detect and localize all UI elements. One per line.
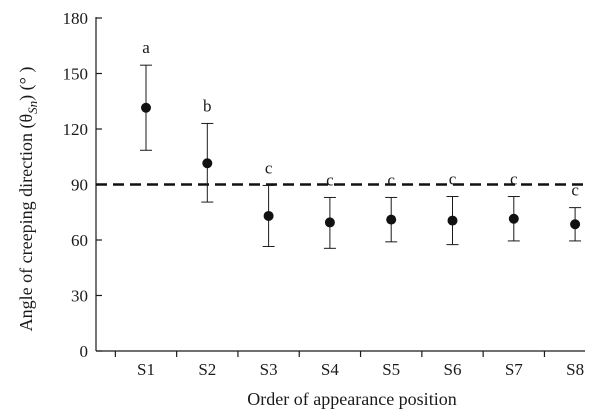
y-axis-title-subscript: Sn xyxy=(25,101,40,114)
x-tick-label: S1 xyxy=(137,360,155,379)
data-point xyxy=(508,213,519,224)
x-tick-label: S6 xyxy=(444,360,462,379)
y-tick-label: 90 xyxy=(71,176,88,195)
significance-label: c xyxy=(510,170,518,189)
x-ticks: S1 S2 S3 S4 S5 S6 S7 S8 xyxy=(114,351,584,379)
x-tick-label: S7 xyxy=(505,360,523,379)
data-point xyxy=(202,158,213,169)
data-point xyxy=(141,102,151,113)
data-point xyxy=(447,215,458,226)
data-point xyxy=(570,219,581,230)
significance-labels: a b c c c c c c xyxy=(142,38,579,199)
x-tick-label: S8 xyxy=(566,360,584,379)
data-point xyxy=(263,210,274,221)
x-axis-title: Order of appearance position xyxy=(247,389,456,409)
y-tick-label: 180 xyxy=(63,9,89,28)
significance-label: c xyxy=(449,170,457,189)
y-tick-label: 30 xyxy=(71,287,88,306)
y-axis-title-main: Angle of creeping direction (θ xyxy=(16,114,37,332)
y-tick-label: 0 xyxy=(80,342,89,361)
y-axis-title: Angle of creeping direction (θSn) (° ) xyxy=(16,67,40,332)
significance-label: a xyxy=(142,38,150,57)
y-ticks: 0 30 60 90 120 150 180 xyxy=(63,9,102,361)
y-tick-label: 150 xyxy=(63,65,89,84)
significance-label: c xyxy=(387,170,395,189)
x-tick-label: S3 xyxy=(260,360,278,379)
significance-label: b xyxy=(203,96,212,115)
data-points xyxy=(141,102,581,230)
significance-label: c xyxy=(265,158,273,177)
significance-label: c xyxy=(571,181,579,200)
y-axis-title-end: ) (° ) xyxy=(16,67,37,101)
data-point xyxy=(324,217,335,228)
y-tick-label: 120 xyxy=(63,120,89,139)
x-tick-label: S2 xyxy=(198,360,216,379)
error-bars xyxy=(140,64,582,249)
data-point xyxy=(386,214,397,225)
significance-label: c xyxy=(326,170,334,189)
y-tick-label: 60 xyxy=(71,231,88,250)
x-tick-label: S5 xyxy=(382,360,400,379)
x-tick-label: S4 xyxy=(321,360,339,379)
